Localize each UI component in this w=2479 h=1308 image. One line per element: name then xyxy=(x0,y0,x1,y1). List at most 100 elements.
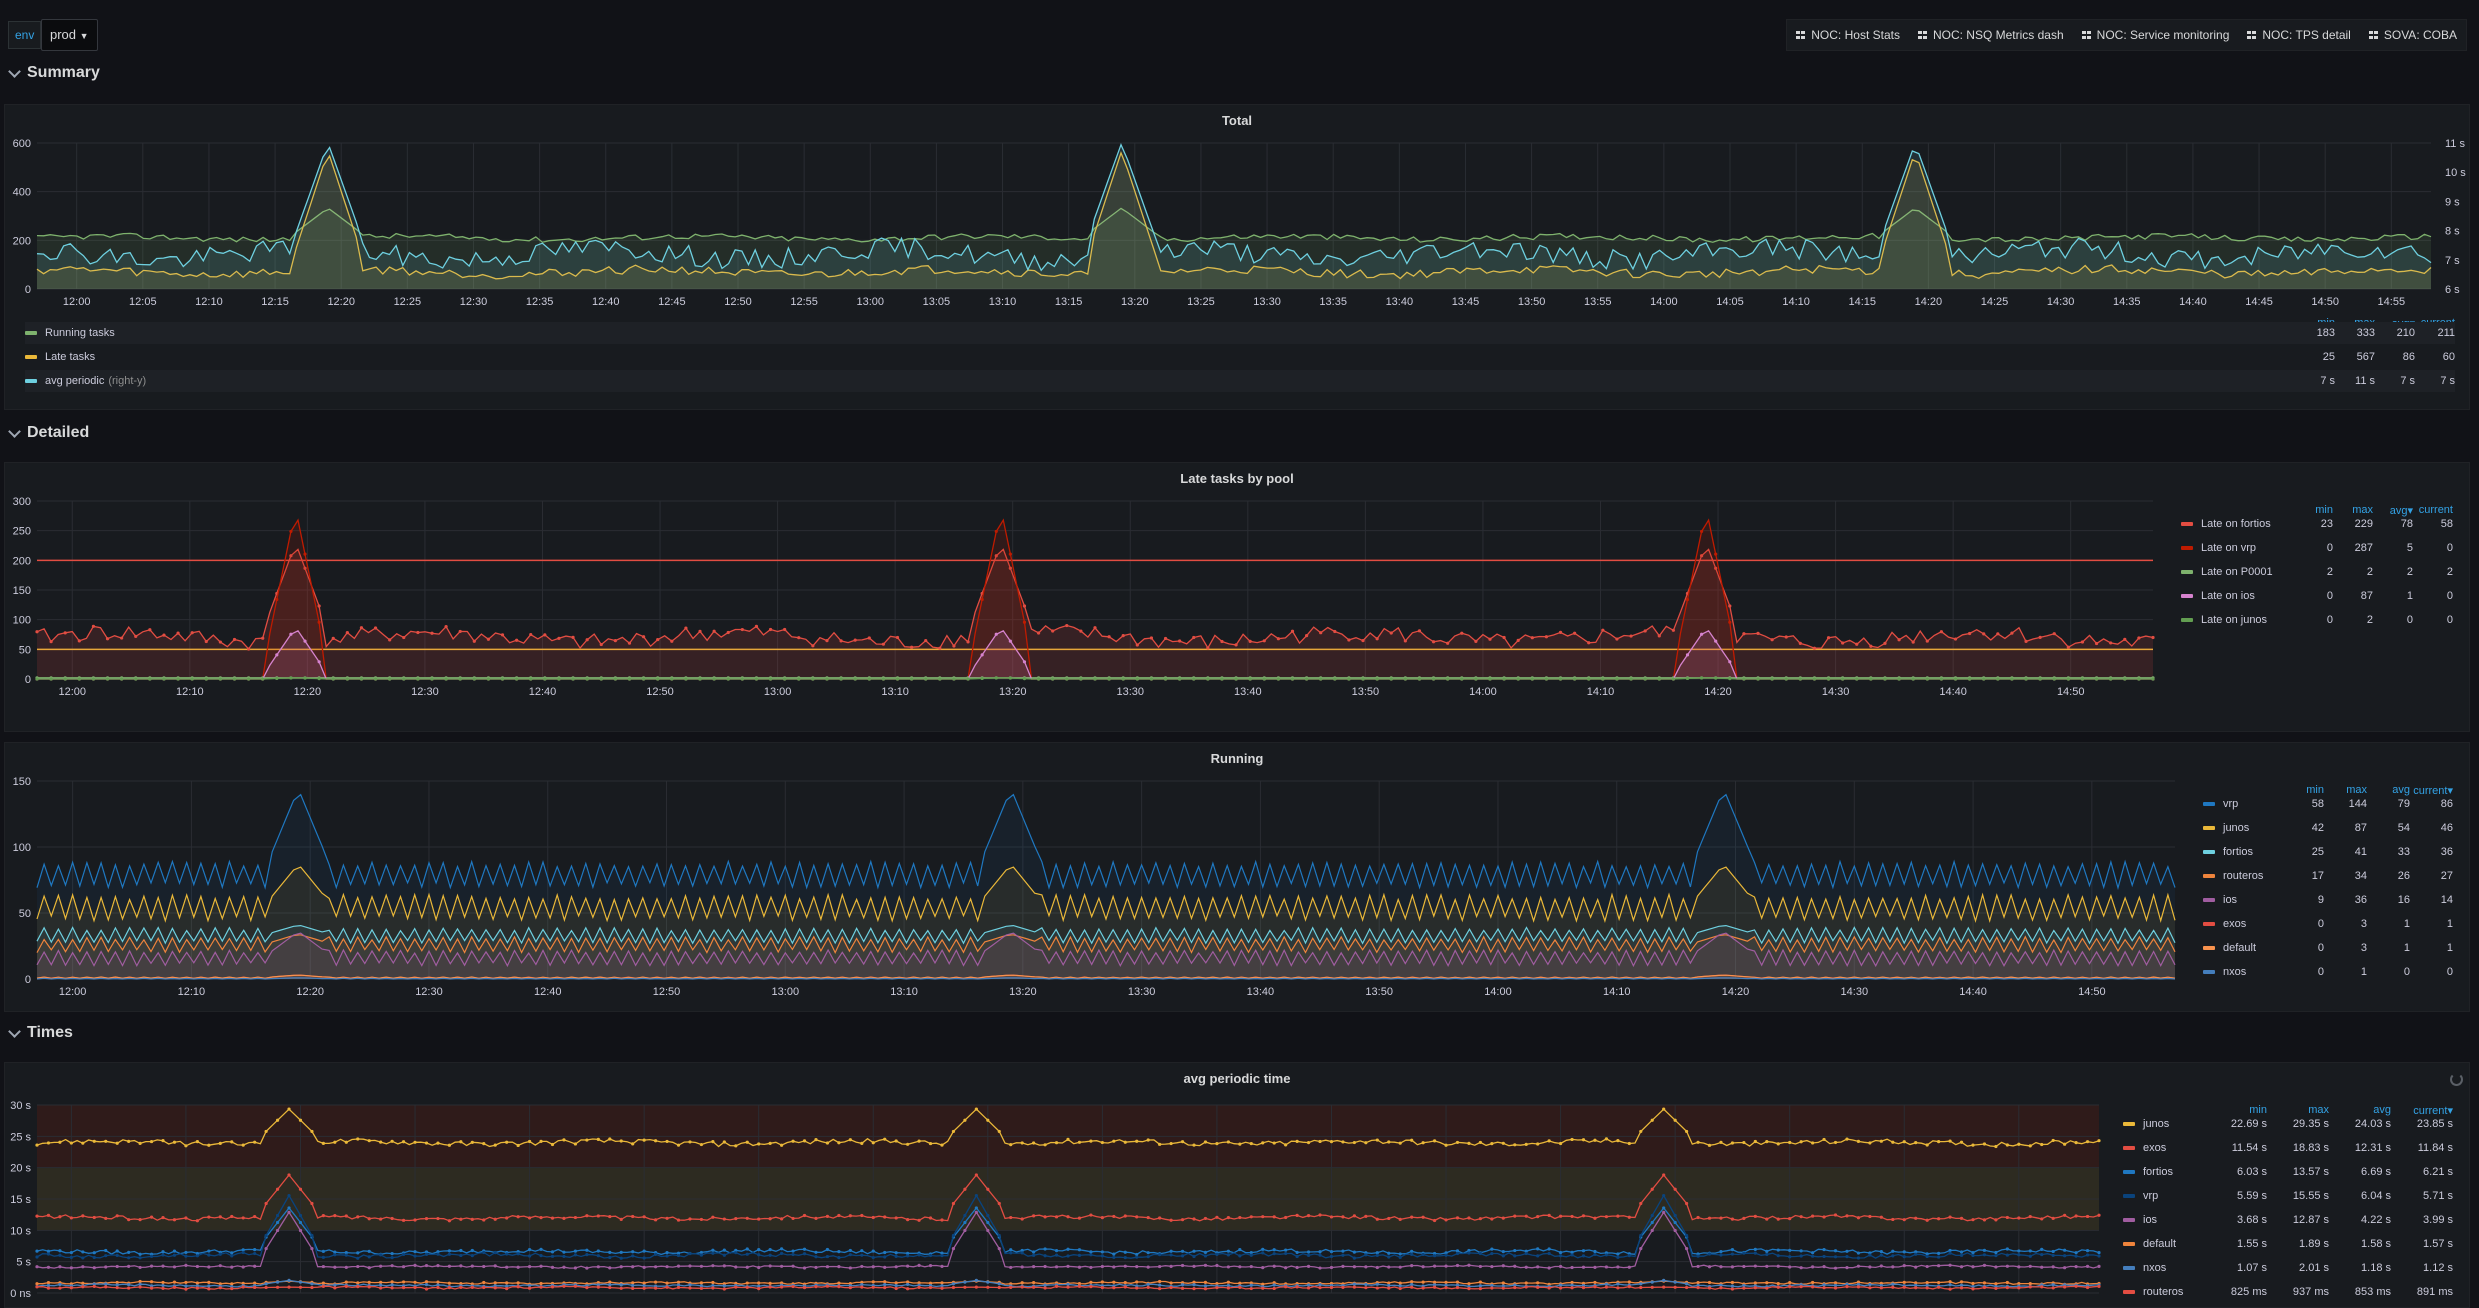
legend-item[interactable]: fortios 25 41 33 36 xyxy=(2203,841,2453,863)
series-color-swatch[interactable] xyxy=(2123,1146,2135,1150)
row-summary[interactable]: Summary xyxy=(8,64,100,82)
legend-item[interactable]: Late on ios 0 87 1 0 xyxy=(2181,585,2453,607)
legend-series-name[interactable]: vrp xyxy=(2123,1190,2205,1202)
legend-series-name[interactable]: routeros xyxy=(2203,870,2281,882)
legend-column-max[interactable]: max xyxy=(2352,504,2373,516)
series-color-swatch[interactable] xyxy=(2203,970,2215,974)
legend-item[interactable]: fortios 6.03 s 13.57 s 6.69 s 6.21 s xyxy=(2123,1161,2453,1183)
series-color-swatch[interactable] xyxy=(2181,546,2193,550)
legend-column-min[interactable]: min xyxy=(2249,1104,2267,1116)
link-noc-service-monitoring[interactable]: NOC: Service monitoring xyxy=(2073,20,2239,50)
legend-column-current[interactable]: current▾ xyxy=(2413,1104,2453,1117)
legend-item[interactable]: vrp 58 144 79 86 xyxy=(2203,793,2453,815)
link-noc-nsq-metrics[interactable]: NOC: NSQ Metrics dash xyxy=(1909,20,2073,50)
avg-periodic-chart[interactable]: 0 ns5 s10 s15 s20 s25 s30 s xyxy=(5,1089,2105,1307)
legend-series-name[interactable]: exos xyxy=(2123,1142,2205,1154)
legend-column-current[interactable]: current xyxy=(2418,504,2453,516)
legend-series-name[interactable]: ios xyxy=(2123,1214,2205,1226)
legend-item[interactable]: Late on vrp 0 287 5 0 xyxy=(2181,537,2453,559)
legend-item[interactable]: nxos 0 1 0 0 xyxy=(2203,961,2453,983)
series-color-swatch[interactable] xyxy=(2123,1122,2135,1126)
legend-column-avg[interactable]: avg xyxy=(2392,784,2410,796)
panel-title[interactable]: Running xyxy=(1210,751,1264,766)
legend-series-name[interactable]: Late on P0001 xyxy=(2181,566,2293,578)
series-color-swatch[interactable] xyxy=(2203,874,2215,878)
series-color-swatch[interactable] xyxy=(2203,922,2215,926)
legend-item[interactable]: junos 42 87 54 46 xyxy=(2203,817,2453,839)
legend-item[interactable]: exos 0 3 1 1 xyxy=(2203,913,2453,935)
legend-column-max[interactable]: max xyxy=(2346,784,2367,796)
legend-column-min[interactable]: min xyxy=(2306,784,2324,796)
series-color-swatch[interactable] xyxy=(2203,898,2215,902)
legend-item[interactable]: Running tasks 183 333 210 211 xyxy=(25,322,2455,344)
series-color-swatch[interactable] xyxy=(2123,1242,2135,1246)
legend-series-name[interactable]: vrp xyxy=(2203,798,2281,810)
link-noc-tps-detail[interactable]: NOC: TPS detail xyxy=(2238,20,2359,50)
legend-series-name[interactable]: Late on vrp xyxy=(2181,542,2293,554)
series-color-swatch[interactable] xyxy=(2123,1170,2135,1174)
panel-title[interactable]: Late tasks by pool xyxy=(1180,471,1294,486)
series-color-swatch[interactable] xyxy=(2203,802,2215,806)
series-color-swatch[interactable] xyxy=(2203,826,2215,830)
env-variable-select[interactable]: prod ▼ xyxy=(41,19,98,51)
series-color-swatch[interactable] xyxy=(25,379,37,383)
series-color-swatch[interactable] xyxy=(25,355,37,359)
series-color-swatch[interactable] xyxy=(2203,850,2215,854)
legend-item[interactable]: default 1.55 s 1.89 s 1.58 s 1.57 s xyxy=(2123,1233,2453,1255)
series-color-swatch[interactable] xyxy=(2203,946,2215,950)
legend-series-name[interactable]: Running tasks xyxy=(25,327,2295,339)
legend-series-name[interactable]: default xyxy=(2123,1238,2205,1250)
series-color-swatch[interactable] xyxy=(2181,522,2193,526)
legend-series-name[interactable]: nxos xyxy=(2123,1262,2205,1274)
legend-series-name[interactable]: exos xyxy=(2203,918,2281,930)
legend-item[interactable]: Late on fortios 23 229 78 58 xyxy=(2181,513,2453,535)
link-sova-coba[interactable]: SOVA: COBA xyxy=(2360,20,2466,50)
panel-title[interactable]: Total xyxy=(1221,113,1253,128)
legend-item[interactable]: Late on P0001 2 2 2 2 xyxy=(2181,561,2453,583)
legend-series-name[interactable]: avg periodic (right-y) xyxy=(25,375,2295,387)
legend-column-max[interactable]: max xyxy=(2308,1104,2329,1116)
legend-item[interactable]: ios 3.68 s 12.87 s 4.22 s 3.99 s xyxy=(2123,1209,2453,1231)
legend-column-avg[interactable]: avg▾ xyxy=(2389,504,2413,517)
legend-series-name[interactable]: ios xyxy=(2203,894,2281,906)
legend-item[interactable]: Late on junos 0 2 0 0 xyxy=(2181,609,2453,631)
legend-series-name[interactable]: default xyxy=(2203,942,2281,954)
row-detailed[interactable]: Detailed xyxy=(8,424,89,442)
legend-column-avg[interactable]: avg xyxy=(2373,1104,2391,1116)
series-color-swatch[interactable] xyxy=(2181,594,2193,598)
link-noc-host-stats[interactable]: NOC: Host Stats xyxy=(1787,20,1909,50)
legend-series-name[interactable]: Late on junos xyxy=(2181,614,2293,626)
legend-series-name[interactable]: fortios xyxy=(2203,846,2281,858)
legend-series-name[interactable]: nxos xyxy=(2203,966,2281,978)
legend-item[interactable]: Late tasks 25 567 86 60 xyxy=(25,346,2455,368)
legend-series-name[interactable]: junos xyxy=(2123,1118,2205,1130)
legend-column-current[interactable]: current▾ xyxy=(2413,784,2453,797)
series-color-swatch[interactable] xyxy=(25,331,37,335)
series-color-swatch[interactable] xyxy=(2123,1266,2135,1270)
legend-item[interactable]: exos 11.54 s 18.83 s 12.31 s 11.84 s xyxy=(2123,1137,2453,1159)
legend-item[interactable]: junos 22.69 s 29.35 s 24.03 s 23.85 s xyxy=(2123,1113,2453,1135)
legend-item[interactable]: routeros 17 34 26 27 xyxy=(2203,865,2453,887)
series-color-swatch[interactable] xyxy=(2123,1218,2135,1222)
legend-item[interactable]: ios 9 36 16 14 xyxy=(2203,889,2453,911)
series-color-swatch[interactable] xyxy=(2123,1290,2135,1294)
legend-series-name[interactable]: junos xyxy=(2203,822,2281,834)
legend-series-name[interactable]: Late on ios xyxy=(2181,590,2293,602)
legend-item[interactable]: nxos 1.07 s 2.01 s 1.18 s 1.12 s xyxy=(2123,1257,2453,1279)
legend-series-name[interactable]: Late tasks xyxy=(25,351,2295,363)
legend-series-name[interactable]: routeros xyxy=(2123,1286,2205,1298)
legend-item[interactable]: routeros 825 ms 937 ms 853 ms 891 ms xyxy=(2123,1281,2453,1303)
series-color-swatch[interactable] xyxy=(2181,618,2193,622)
legend-column-min[interactable]: min xyxy=(2315,504,2333,516)
legend-series-name[interactable]: Late on fortios xyxy=(2181,518,2293,530)
legend-item[interactable]: default 0 3 1 1 xyxy=(2203,937,2453,959)
series-color-swatch[interactable] xyxy=(2123,1194,2135,1198)
panel-title[interactable]: avg periodic time xyxy=(1183,1071,1291,1086)
legend-series-name[interactable]: fortios xyxy=(2123,1166,2205,1178)
series-color-swatch[interactable] xyxy=(2181,570,2193,574)
row-times[interactable]: Times xyxy=(8,1024,73,1042)
